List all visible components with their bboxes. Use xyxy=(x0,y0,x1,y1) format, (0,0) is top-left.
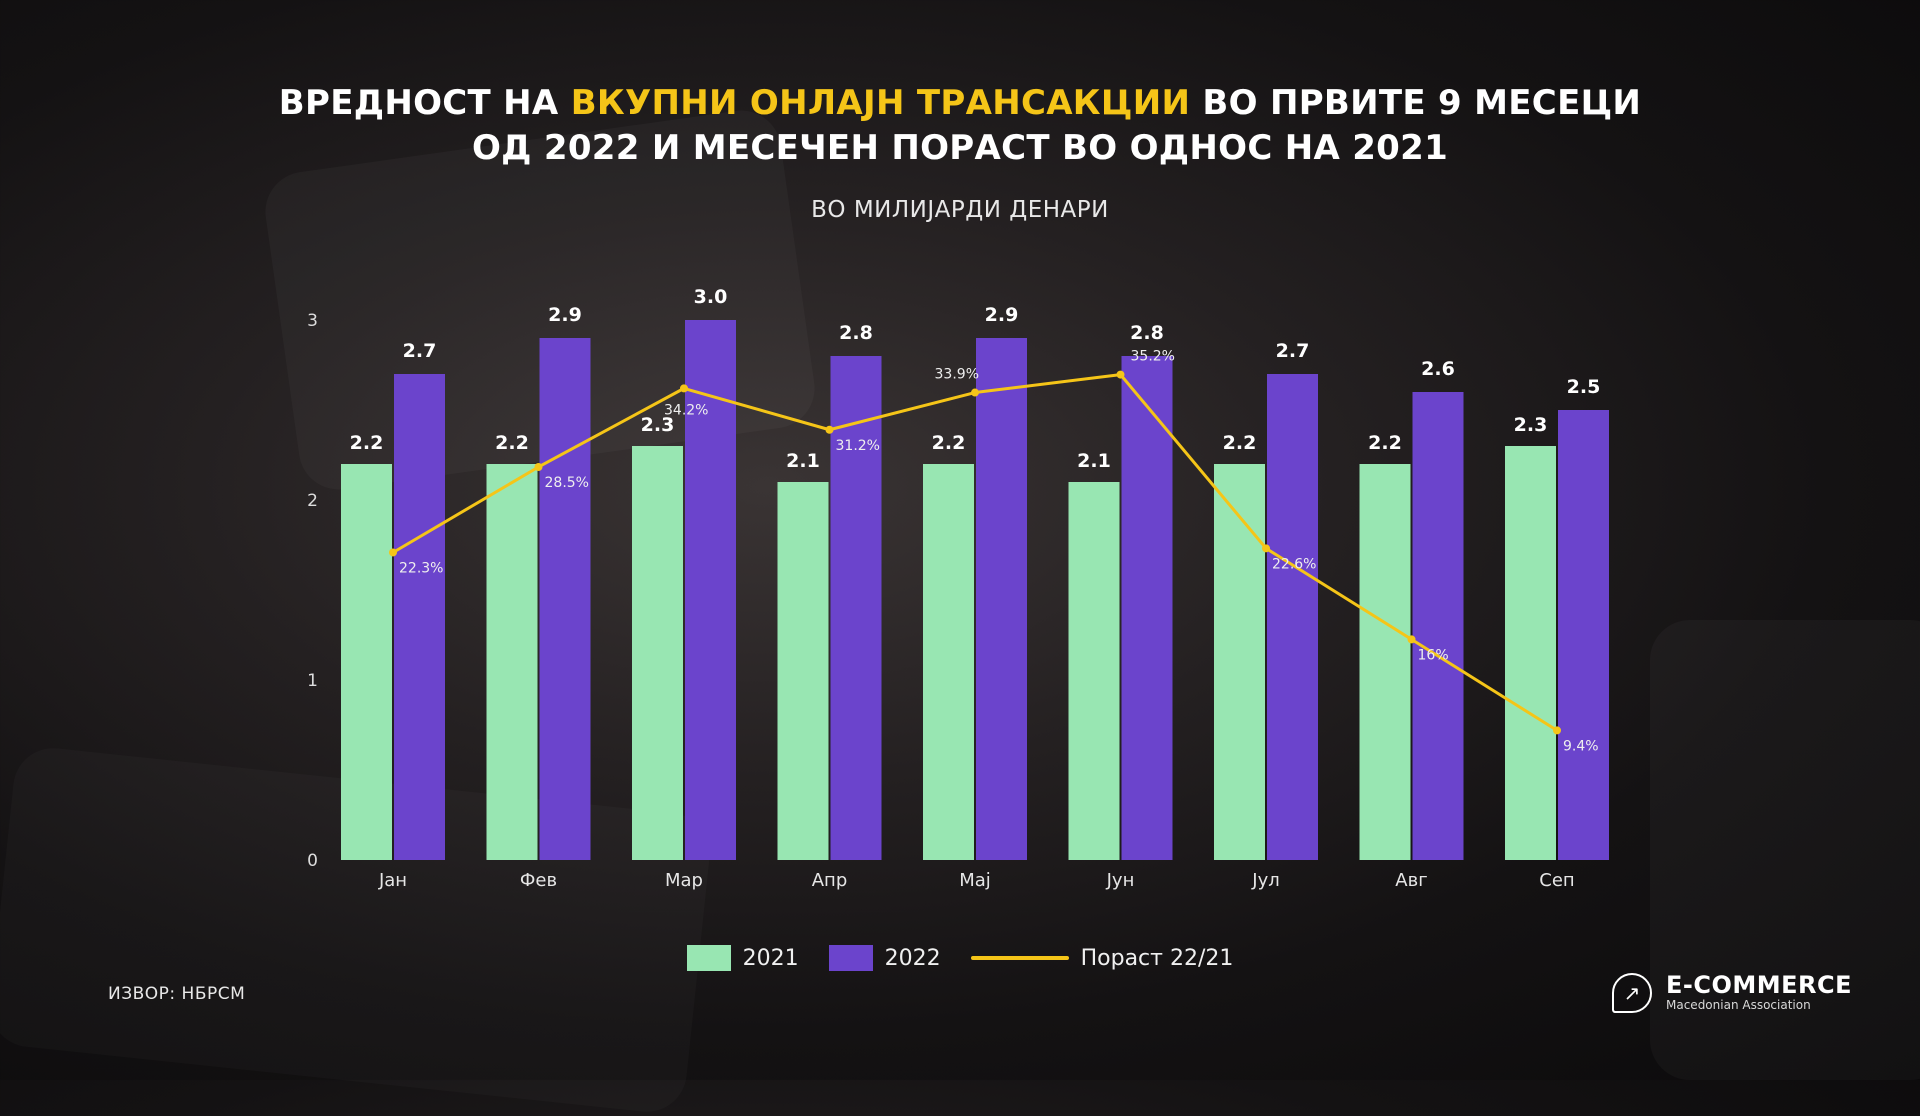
bar-2021 xyxy=(777,482,829,860)
chat-growth-icon: ↗ xyxy=(1612,972,1652,1013)
data-label-2021: 2.1 xyxy=(1077,450,1111,472)
data-label-2022: 2.8 xyxy=(1130,322,1164,344)
x-tick-label: Фев xyxy=(520,870,557,891)
bar-2022 xyxy=(1267,374,1318,860)
growth-point xyxy=(825,425,834,434)
data-label-2021: 2.2 xyxy=(1368,432,1402,454)
x-tick-label: Јан xyxy=(378,870,407,891)
chart-title-line-2: ОД 2022 И МЕСЕЧЕН ПОРАСТ ВО ОДНОС НА 202… xyxy=(471,128,1449,168)
chart-legend: 2021 2022 Пораст 22/21 xyxy=(0,945,1920,971)
growth-label: 35.2% xyxy=(1131,349,1175,365)
chart-subtitle: ВО МИЛИЈАРДИ ДЕНАРИ xyxy=(811,197,1109,223)
x-tick-label: Јул xyxy=(1251,870,1279,891)
data-label-2022: 3.0 xyxy=(694,286,728,308)
data-label-2022: 2.7 xyxy=(1276,340,1310,362)
logo-text: E-COMMERCE Macedonian Association xyxy=(1666,972,1852,1013)
bar-line-chart: 0 1 2 3 2.2 2.7 Јан 2.2 2.9 Фев 2.3 3.0 Мар 2.1 2.8 Апр… xyxy=(307,286,1609,891)
growth-label: 28.5% xyxy=(545,475,589,491)
bar-2022 xyxy=(394,374,445,860)
growth-label: 22.6% xyxy=(1272,556,1316,572)
legend-label-growth: Пораст 22/21 xyxy=(1080,945,1234,971)
data-label-2022: 2.6 xyxy=(1421,358,1455,380)
growth-label: 16% xyxy=(1418,647,1449,663)
data-label-2021: 2.2 xyxy=(350,432,384,454)
growth-point xyxy=(389,548,397,557)
data-label-2021: 2.3 xyxy=(1514,414,1548,436)
bar-2022 xyxy=(1412,392,1464,860)
bar-2022 xyxy=(1558,410,1609,860)
x-tick-label: Мај xyxy=(959,870,991,891)
growth-label: 34.2% xyxy=(664,402,708,418)
legend-item-2021: 2021 xyxy=(686,945,799,971)
growth-label: 9.4% xyxy=(1563,738,1599,754)
bar-2022 xyxy=(539,338,591,860)
bar-2022 xyxy=(1121,356,1173,860)
x-tick-label: Апр xyxy=(812,870,848,891)
title-text: ВО ПРВИТЕ 9 МЕСЕЦИ xyxy=(1190,83,1642,123)
data-label-2021: 2.2 xyxy=(495,432,529,454)
bar-2021 xyxy=(632,446,683,860)
x-tick-label: Јун xyxy=(1106,870,1135,891)
x-tick-label: Сеп xyxy=(1539,870,1574,891)
data-label-2022: 2.9 xyxy=(548,304,582,326)
growth-point xyxy=(680,384,688,393)
bar-2021 xyxy=(341,464,392,860)
data-label-2022: 2.7 xyxy=(403,340,437,362)
legend-label-2022: 2022 xyxy=(884,945,941,971)
logo-sub-text: Macedonian Association xyxy=(1666,998,1811,1012)
data-label-2021: 2.2 xyxy=(1223,432,1257,454)
growth-point xyxy=(971,388,979,397)
x-tick-label: Авг xyxy=(1395,870,1427,891)
growth-label: 31.2% xyxy=(836,438,880,454)
data-label-2022: 2.8 xyxy=(839,322,873,344)
legend-item-growth: Пораст 22/21 xyxy=(970,945,1234,971)
source-note: ИЗВОР: НБРСМ xyxy=(108,984,246,1004)
y-tick-label: 1 xyxy=(307,671,318,691)
data-label-2021: 2.3 xyxy=(641,414,675,436)
bar-2022 xyxy=(685,320,736,860)
bar-2022 xyxy=(830,356,882,860)
data-label-2022: 2.5 xyxy=(1567,376,1601,398)
growth-point xyxy=(1553,726,1561,735)
growth-point xyxy=(1262,544,1270,553)
data-label-2022: 2.9 xyxy=(985,304,1019,326)
growth-label: 22.3% xyxy=(399,560,443,576)
growth-label: 33.9% xyxy=(935,367,979,383)
bar-2021 xyxy=(1214,464,1265,860)
brand-logo: ↗ E-COMMERCE Macedonian Association xyxy=(1612,972,1852,1013)
logo-main-text: E-COMMERCE xyxy=(1666,971,1853,999)
bar-2021 xyxy=(1068,482,1120,860)
growth-point xyxy=(1407,635,1416,644)
bar-2021 xyxy=(1359,464,1411,860)
y-tick-label: 0 xyxy=(307,851,318,871)
chart-title-line-1: ВРЕДНОСТ НА ВКУПНИ ОНЛАЈН ТРАНСАКЦИИ ВО … xyxy=(0,80,1920,126)
data-label-2021: 2.2 xyxy=(932,432,966,454)
title-text: ВРЕДНОСТ НА xyxy=(278,83,571,123)
title-highlight: ВКУПНИ ОНЛАЈН ТРАНСАКЦИИ xyxy=(570,83,1191,123)
x-tick-label: Мар xyxy=(665,870,703,891)
bar-2021 xyxy=(486,464,538,860)
y-tick-label: 2 xyxy=(307,491,318,511)
bar-2021 xyxy=(923,464,974,860)
legend-swatch-2021 xyxy=(686,945,731,971)
legend-swatch-growth xyxy=(970,956,1069,960)
growth-point xyxy=(1116,370,1125,379)
bar-2021 xyxy=(1505,446,1556,860)
growth-point xyxy=(534,462,543,471)
legend-label-2021: 2021 xyxy=(742,945,799,971)
data-label-2021: 2.1 xyxy=(786,450,820,472)
y-tick-label: 3 xyxy=(307,311,318,331)
legend-swatch-2022 xyxy=(828,945,873,971)
bar-2022 xyxy=(976,338,1027,860)
legend-item-2022: 2022 xyxy=(828,945,941,971)
